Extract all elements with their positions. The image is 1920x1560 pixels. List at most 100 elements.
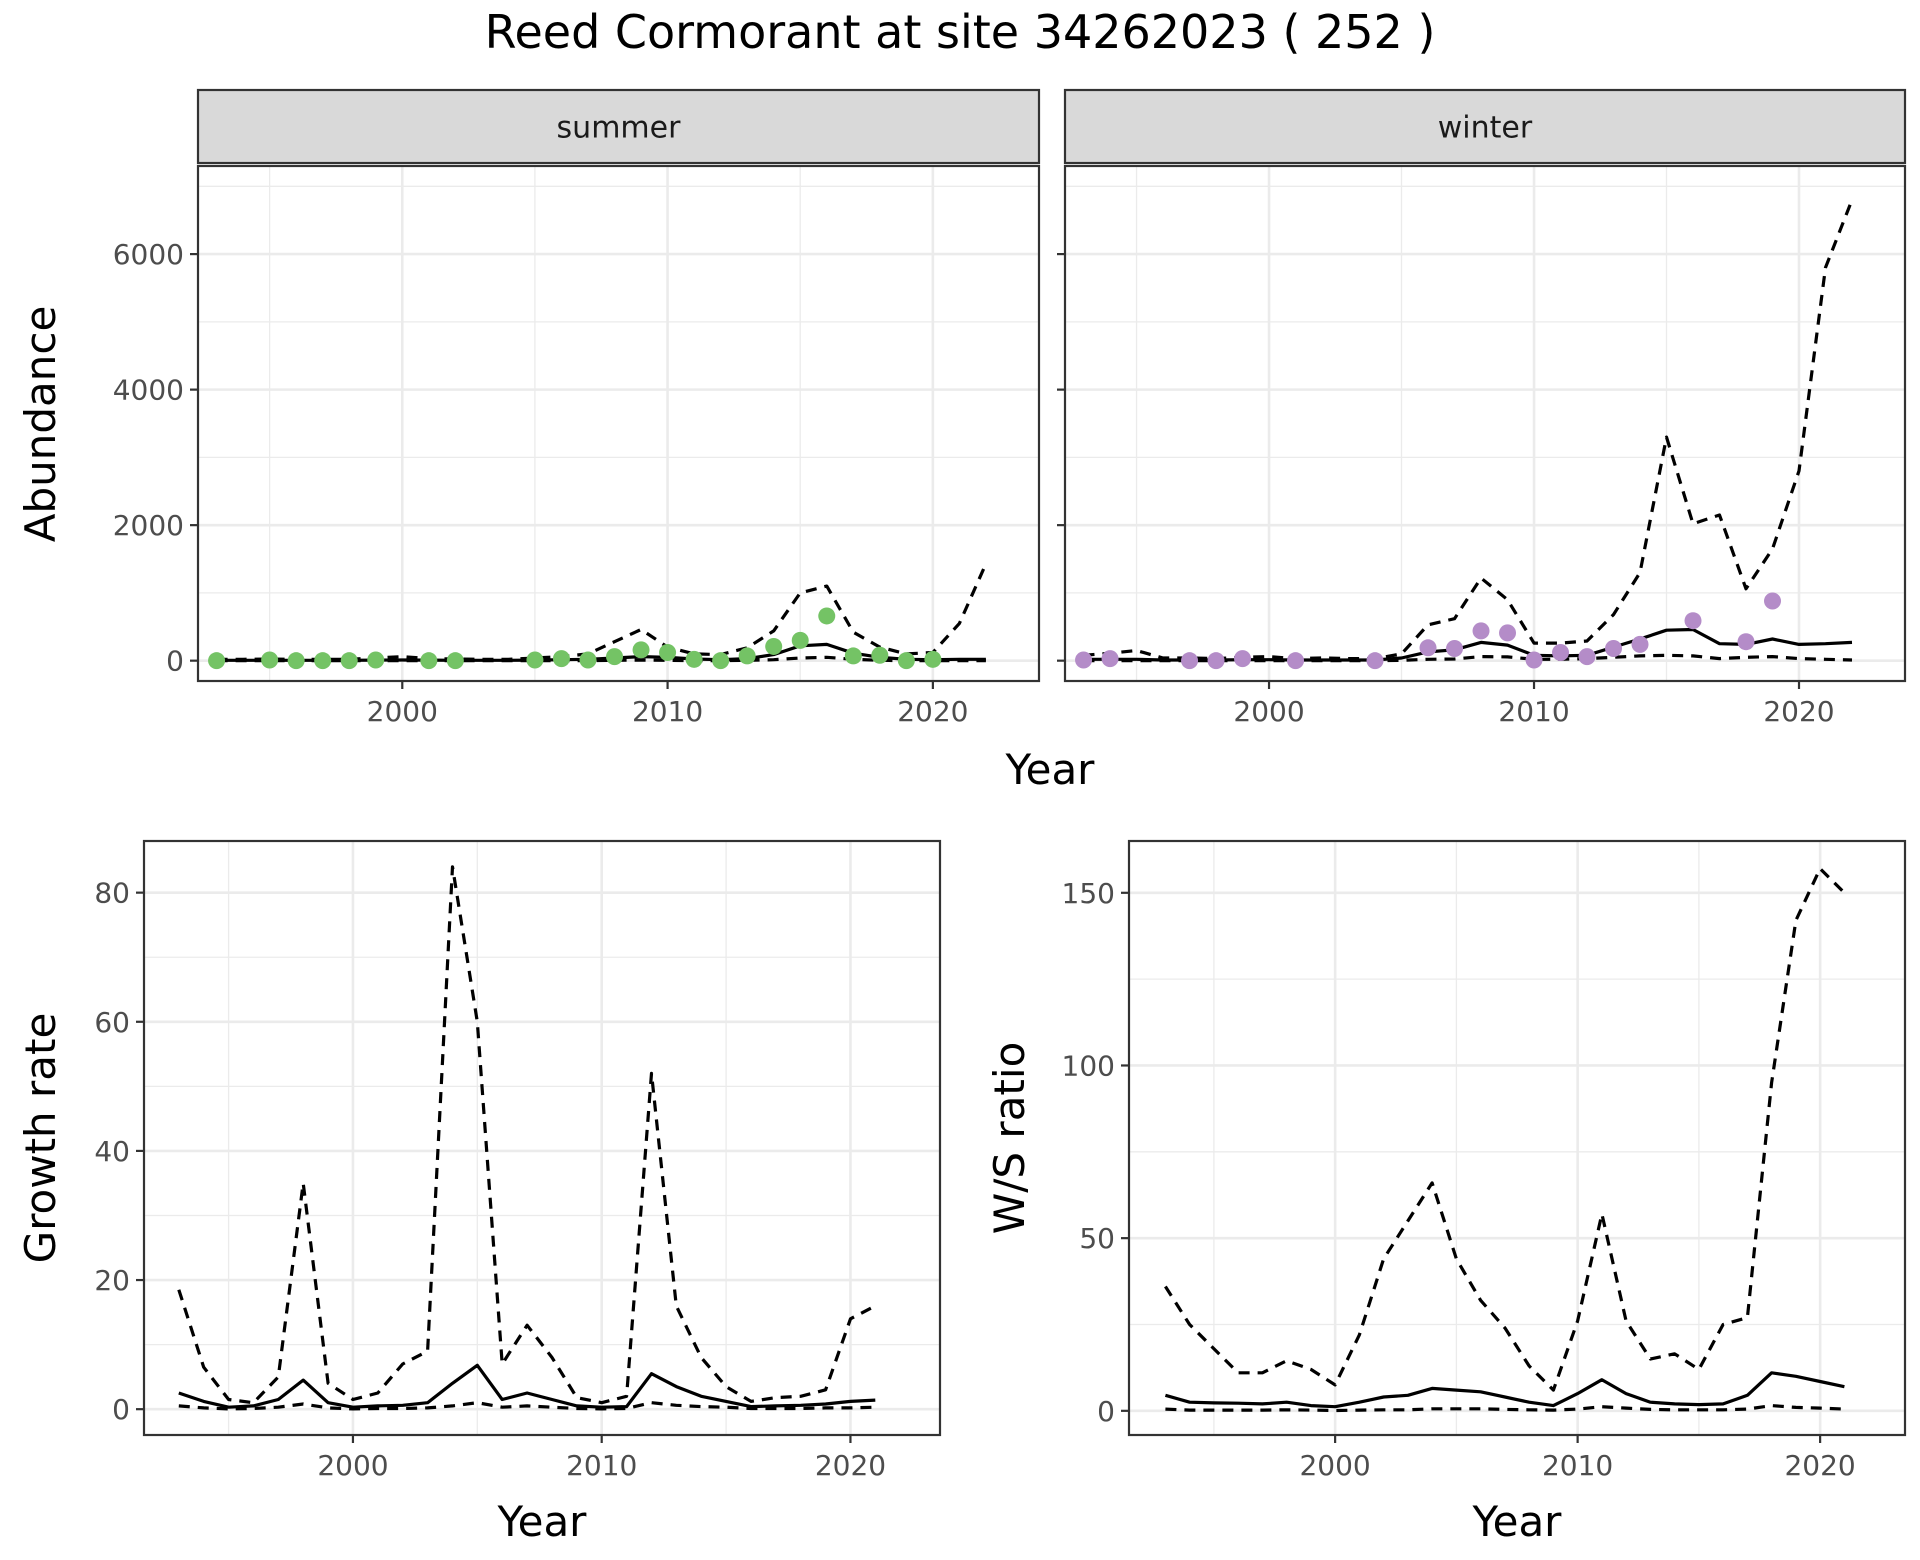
data-point (1525, 651, 1543, 669)
plot-background (1129, 841, 1905, 1435)
data-point (659, 644, 677, 662)
facet-strip (196, 88, 1041, 165)
series-line-estimate (1164, 1371, 1845, 1409)
data-point (1366, 652, 1384, 670)
y-axis-title-ratio: W/S ratio (985, 1042, 1034, 1235)
data-point (526, 651, 544, 669)
x-tick-label: 2020 (897, 695, 968, 728)
series-line-lower (178, 1401, 876, 1411)
data-point (1472, 622, 1490, 640)
y-tick-label: 60 (94, 1006, 130, 1039)
data-point (1181, 652, 1199, 670)
data-point (1234, 650, 1252, 668)
data-point (1764, 592, 1782, 610)
data-point (314, 652, 332, 670)
data-point (261, 651, 279, 669)
y-tick-label: 0 (112, 1393, 130, 1426)
data-point (552, 650, 570, 668)
x-tick-label: 2000 (317, 1449, 388, 1482)
data-point (287, 652, 305, 670)
data-point (1737, 633, 1755, 651)
data-point (791, 631, 809, 649)
y-tick-label: 80 (94, 877, 130, 910)
panel-ratio: 2000 2010 2020 0 50 100 150 (1062, 839, 1907, 1482)
series-line-upper (216, 563, 988, 661)
x-tick-label: 2010 (1542, 1449, 1613, 1482)
y-axis-title-growth: Growth rate (16, 1013, 65, 1264)
y-tick-label: 150 (1062, 877, 1115, 910)
data-point (420, 652, 438, 670)
series-line-upper (177, 865, 877, 1405)
data-point (208, 652, 226, 670)
plot-background (144, 841, 940, 1435)
data-point (1207, 652, 1225, 670)
data-point (871, 646, 889, 664)
data-point (712, 652, 730, 670)
data-point (897, 652, 915, 670)
x-axis-title-top: Year (1005, 745, 1096, 794)
facet-strip (1063, 88, 1907, 165)
y-tick-label: 40 (94, 1135, 130, 1168)
data-point (1075, 651, 1093, 669)
x-tick-label: 2000 (1233, 695, 1304, 728)
x-tick-label: 2010 (1498, 695, 1569, 728)
data-point (1287, 652, 1305, 670)
y-tick-label: 6000 (113, 238, 184, 271)
panel-border (196, 164, 1041, 683)
data-point (446, 652, 464, 670)
data-point (1101, 650, 1119, 668)
x-tick-label: 2000 (1299, 1449, 1370, 1482)
facet-strip-label: summer (557, 111, 682, 146)
data-point (924, 650, 942, 668)
y-tick-label: 0 (1097, 1395, 1115, 1428)
data-point (1578, 648, 1596, 666)
x-tick-label: 2010 (632, 695, 703, 728)
y-tick-label: 0 (166, 645, 184, 678)
data-point (818, 607, 836, 625)
series-line-lower (1083, 653, 1853, 663)
data-point (367, 651, 385, 669)
plot-background (198, 166, 1039, 681)
x-tick-label: 2000 (367, 695, 438, 728)
data-point (1499, 624, 1517, 642)
data-point (765, 637, 783, 655)
panel-border (142, 839, 942, 1437)
data-point (685, 650, 703, 668)
data-point (1631, 635, 1649, 653)
x-tick-label: 2020 (815, 1449, 886, 1482)
y-tick-label: 2000 (113, 509, 184, 542)
data-point (738, 647, 756, 665)
panel-border (1063, 164, 1907, 683)
data-point (340, 652, 358, 670)
data-point (1552, 644, 1570, 662)
data-point (1684, 612, 1702, 630)
y-tick-label: 20 (94, 1264, 130, 1297)
series-line-upper (1164, 867, 1846, 1392)
panel-summer: summer 2000 2010 2020 0 2000 4000 6000 (113, 88, 1041, 728)
x-tick-label: 2020 (1784, 1449, 1855, 1482)
data-point (632, 641, 650, 659)
y-tick-label: 50 (1079, 1222, 1115, 1255)
data-point (1605, 639, 1623, 657)
facet-strip-label: winter (1438, 111, 1533, 146)
panel-border (1127, 839, 1907, 1437)
x-axis-title-growth: Year (497, 1497, 588, 1546)
panel-growth: 2000 2010 2020 0 20 40 60 80 (94, 839, 942, 1482)
data-point (844, 647, 862, 665)
plot-background (1065, 166, 1905, 681)
x-axis-title-ratio: Year (1472, 1497, 1563, 1546)
panel-winter: winter 2000 2010 2020 (1057, 88, 1907, 728)
x-tick-label: 2010 (566, 1449, 637, 1482)
y-tick-label: 4000 (113, 374, 184, 407)
data-point (606, 648, 624, 666)
y-tick-label: 100 (1062, 1049, 1115, 1082)
series-line-lower (216, 655, 986, 663)
data-point (1419, 639, 1437, 657)
figure-title: Reed Cormorant at site 34262023 ( 252 ) (485, 5, 1436, 59)
series-line-estimate (178, 1363, 876, 1409)
data-point (1446, 639, 1464, 657)
data-point (579, 651, 597, 669)
x-tick-label: 2020 (1763, 695, 1834, 728)
y-axis-title-abundance: Abundance (16, 306, 65, 543)
